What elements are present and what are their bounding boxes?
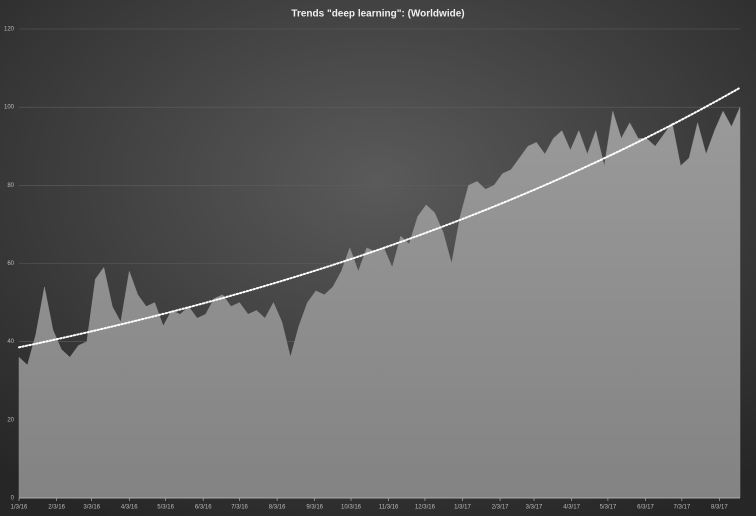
y-tick-label: 0 <box>11 496 15 502</box>
x-tick-label: 5/3/17 <box>600 505 617 511</box>
y-tick-label: 80 <box>7 183 14 189</box>
x-tick-label: 12/3/16 <box>415 505 436 511</box>
y-tick-label: 120 <box>4 27 15 33</box>
y-tick-label: 20 <box>7 417 14 423</box>
x-tick-label: 8/3/17 <box>711 505 728 511</box>
x-tick-label: 5/3/16 <box>157 505 174 511</box>
x-tick-label: 2/3/16 <box>48 505 65 511</box>
x-tick-label: 3/3/16 <box>83 505 100 511</box>
x-tick-label: 6/3/17 <box>637 505 654 511</box>
chart-title: Trends "deep learning": (Worldwide) <box>291 9 464 20</box>
area <box>18 107 741 499</box>
x-tick-label: 10/3/16 <box>341 505 362 511</box>
x-tick-label: 4/3/17 <box>563 505 580 511</box>
x-tick-label: 8/3/16 <box>269 505 286 511</box>
x-tick-label: 7/3/16 <box>231 505 248 511</box>
x-tick-label: 2/3/17 <box>492 505 509 511</box>
x-tick-label: 1/3/17 <box>454 505 471 511</box>
x-tick-label: 6/3/16 <box>195 505 212 511</box>
trendline <box>18 86 741 349</box>
y-tick-label: 60 <box>7 261 14 267</box>
x-tick-label: 9/3/16 <box>306 505 323 511</box>
x-tick-label: 7/3/17 <box>673 505 690 511</box>
x-tick-label: 1/3/16 <box>11 505 28 511</box>
x-tick-label: 4/3/16 <box>121 505 138 511</box>
y-tick-label: 100 <box>4 105 15 111</box>
x-tick-label: 3/3/17 <box>526 505 543 511</box>
x-tick-label: 11/3/16 <box>379 505 399 511</box>
y-tick-label: 40 <box>7 339 14 345</box>
